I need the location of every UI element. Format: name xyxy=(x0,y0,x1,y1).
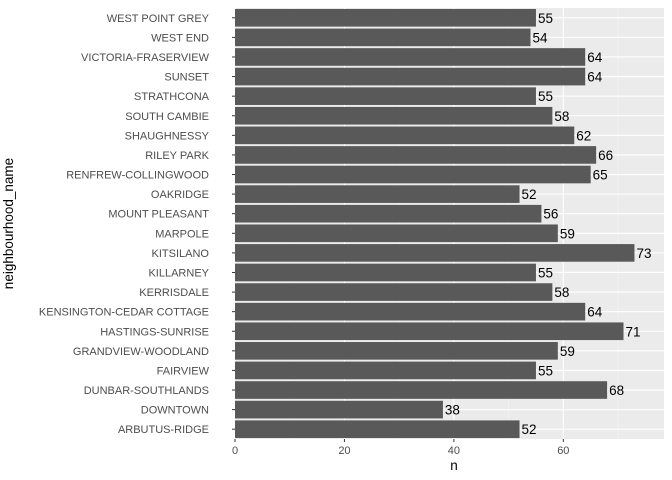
bar xyxy=(235,146,597,164)
data-label: 59 xyxy=(560,344,575,359)
bar xyxy=(235,28,531,47)
data-label: 66 xyxy=(598,148,613,163)
y-tick-label: HASTINGS-SUNRISE xyxy=(100,326,209,338)
data-label: 58 xyxy=(554,109,569,124)
bars xyxy=(235,8,635,439)
data-label: 38 xyxy=(445,403,460,418)
y-tick-label: RILEY PARK xyxy=(145,150,209,162)
y-tick-label: KITSILANO xyxy=(152,248,210,260)
data-labels: 5554646455586266655256597355586471595568… xyxy=(445,11,652,437)
bar xyxy=(235,224,558,243)
bar xyxy=(235,48,586,66)
y-tick-label: MOUNT PLEASANT xyxy=(108,209,209,221)
bar xyxy=(235,420,520,439)
data-label: 55 xyxy=(538,11,553,26)
x-tick-label: 0 xyxy=(232,445,238,457)
y-tick-label: SHAUGHNESSY xyxy=(125,130,210,142)
x-axis-ticks: 0 20 40 60 xyxy=(232,439,569,457)
bar xyxy=(235,263,536,282)
y-tick-label: SOUTH CAMBIE xyxy=(125,111,209,123)
y-tick-label: WEST POINT GREY xyxy=(107,13,210,25)
data-label: 59 xyxy=(560,226,575,241)
data-label: 52 xyxy=(522,187,537,202)
data-label: 71 xyxy=(626,324,641,339)
y-tick-label: KENSINGTON-CEDAR COTTAGE xyxy=(39,307,209,319)
data-label: 65 xyxy=(593,168,608,183)
data-label: 58 xyxy=(554,285,569,300)
bar xyxy=(235,67,586,86)
y-tick-label: KILLARNEY xyxy=(148,267,209,279)
data-label: 62 xyxy=(576,128,591,143)
x-tick-label: 60 xyxy=(557,445,569,457)
data-label: 68 xyxy=(609,383,624,398)
data-label: 52 xyxy=(522,422,537,437)
x-axis-title: n xyxy=(450,458,458,473)
data-label: 54 xyxy=(532,30,548,45)
bar xyxy=(235,244,635,262)
data-label: 56 xyxy=(543,207,558,222)
y-tick-label: DOWNTOWN xyxy=(141,405,209,417)
bar xyxy=(235,87,536,105)
bar xyxy=(235,302,586,321)
y-axis-title: neighbourhood_name xyxy=(1,158,16,289)
bar xyxy=(235,322,624,341)
y-tick-label: WEST END xyxy=(151,32,209,44)
y-tick-label: GRANDVIEW-WOODLAND xyxy=(73,346,209,358)
bar xyxy=(235,126,575,145)
y-tick-label: DUNBAR-SOUTHLANDS xyxy=(84,385,209,397)
y-axis-ticks: WEST POINT GREY WEST END VICTORIA-FRASERVI… xyxy=(39,13,235,436)
y-tick-label: FAIRVIEW xyxy=(157,365,210,377)
x-tick-label: 20 xyxy=(338,445,350,457)
bar xyxy=(235,185,520,203)
y-tick-label: KERRISDALE xyxy=(139,287,209,299)
y-tick-label: MARPOLE xyxy=(155,228,209,240)
y-tick-label: SUNSET xyxy=(164,72,209,84)
data-label: 73 xyxy=(636,246,651,261)
bar xyxy=(235,400,443,419)
data-label: 64 xyxy=(587,70,603,85)
y-tick-label: STRATHCONA xyxy=(134,91,210,103)
data-label: 64 xyxy=(587,305,603,320)
x-tick-label: 40 xyxy=(448,445,460,457)
y-tick-label: OAKRIDGE xyxy=(151,189,209,201)
data-label: 55 xyxy=(538,265,553,280)
bar xyxy=(235,342,558,360)
bar xyxy=(235,283,553,301)
data-label: 55 xyxy=(538,89,553,104)
bar xyxy=(235,106,553,125)
bar xyxy=(235,381,608,399)
bar xyxy=(235,165,591,184)
bar xyxy=(235,8,536,27)
y-tick-label: VICTORIA-FRASERVIEW xyxy=(81,52,210,64)
bar xyxy=(235,204,542,223)
y-tick-label: ARBUTUS-RIDGE xyxy=(118,424,209,436)
data-label: 55 xyxy=(538,363,553,378)
data-label: 64 xyxy=(587,50,603,65)
y-tick-label: RENFREW-COLLINGWOOD xyxy=(66,170,209,182)
bar xyxy=(235,361,536,380)
